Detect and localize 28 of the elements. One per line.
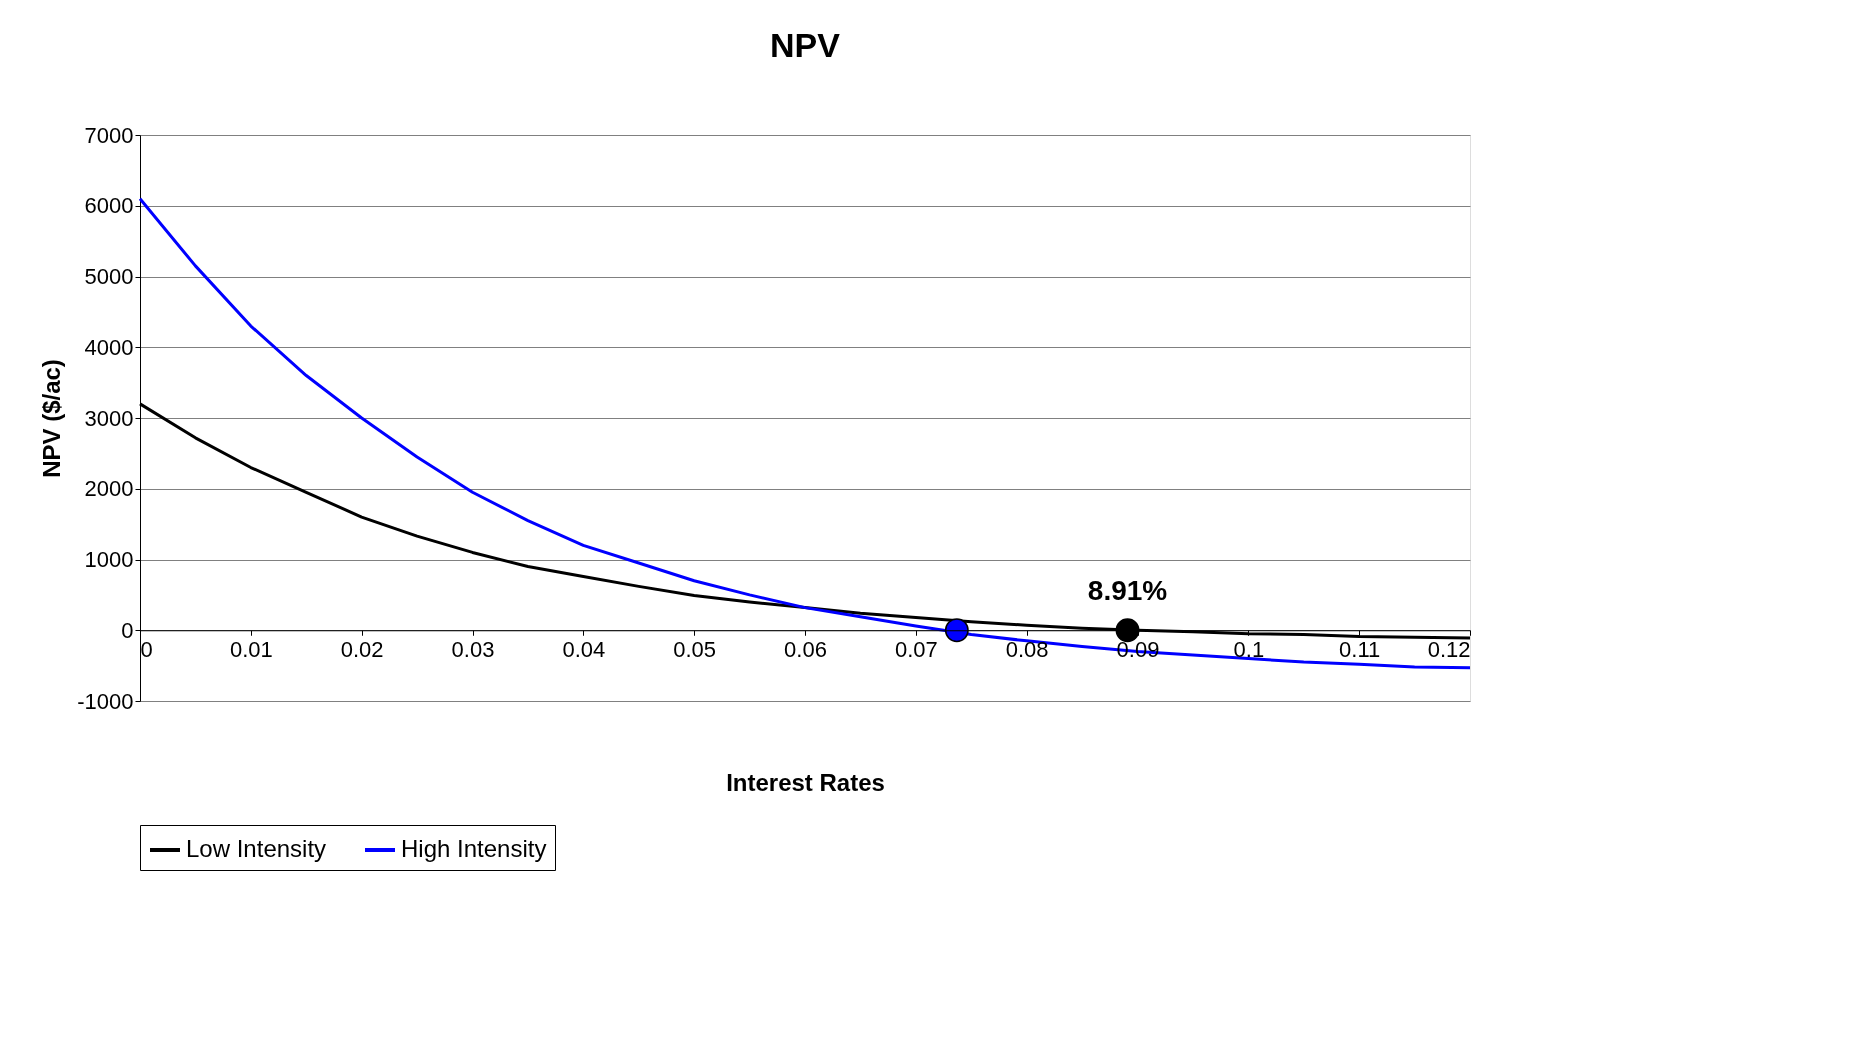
x-axis-title: Interest Rates bbox=[726, 768, 885, 796]
annotation: 8.91% bbox=[1087, 575, 1168, 607]
x-tick-label: 0.11 bbox=[1339, 636, 1381, 662]
legend-label: Low Intensity bbox=[186, 835, 327, 862]
x-tick-label: 0.08 bbox=[1005, 636, 1049, 662]
y-tick-label: 3000 bbox=[84, 405, 134, 431]
y-tick-label: 7000 bbox=[84, 122, 134, 148]
x-tick-label: 0.01 bbox=[229, 636, 273, 662]
x-tick-label: 0.12 bbox=[1427, 636, 1471, 662]
y-tick-label: 1000 bbox=[84, 547, 134, 572]
x-tick-label: 0.06 bbox=[784, 636, 827, 662]
y-tick-label: -1000 bbox=[77, 688, 134, 714]
y-tick-label: 6000 bbox=[84, 193, 134, 219]
x-tick-label: 0.07 bbox=[894, 636, 938, 662]
y-axis-title: NPV ($/ac) bbox=[38, 359, 66, 478]
x-tick-label: 0.03 bbox=[451, 636, 495, 662]
x-tick-label: 0.05 bbox=[673, 636, 717, 662]
y-tick-label: 2000 bbox=[84, 476, 134, 502]
x-tick-label: 0.02 bbox=[340, 636, 384, 662]
x-tick-label: 0.1 bbox=[1233, 636, 1265, 662]
y-tick-label: 5000 bbox=[84, 264, 134, 289]
x-tick-label: 0 bbox=[140, 636, 153, 662]
line-series bbox=[138, 197, 1472, 670]
chart-title: NPV bbox=[770, 26, 841, 64]
y-tick-label: 0 bbox=[121, 617, 134, 643]
y-tick-label: 4000 bbox=[84, 334, 134, 360]
legend-label: High Intensity bbox=[401, 835, 547, 862]
x-tick-label: 0.04 bbox=[562, 636, 606, 662]
